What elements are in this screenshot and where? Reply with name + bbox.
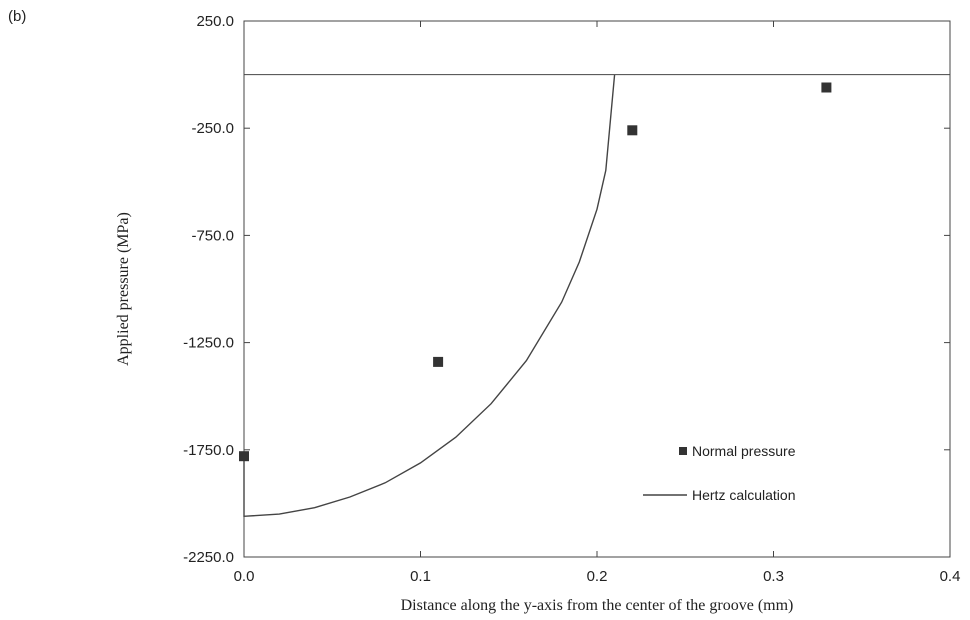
normal-pressure-point (433, 356, 444, 367)
y-tick-label: -2250.0 (183, 549, 234, 566)
y-axis-ticks: 250.0 -250.0 -750.0 -1250.0 -1750.0 -2250.0 (183, 13, 950, 566)
legend-marker-normal-pressure (679, 447, 687, 455)
y-tick-label: -1250.0 (183, 335, 234, 352)
panel-label: (b) (8, 8, 27, 25)
normal-pressure-points (239, 82, 832, 462)
x-tick-label: 0.2 (587, 568, 608, 585)
x-tick-label: 0.4 (940, 568, 961, 585)
y-tick-label: -1750.0 (183, 442, 234, 459)
hertz-calculation-line (243, 74, 616, 518)
x-tick-label: 0.1 (410, 568, 431, 585)
y-tick-label: -250.0 (191, 120, 234, 137)
legend-label-hertz-calculation: Hertz calculation (692, 487, 796, 503)
x-tick-label: 0.0 (234, 568, 255, 585)
x-tick-label: 0.3 (763, 568, 784, 585)
normal-pressure-point (821, 82, 832, 93)
x-axis-title: Distance along the y-axis from the cente… (401, 597, 794, 614)
y-tick-label: -750.0 (191, 227, 234, 244)
normal-pressure-point (239, 451, 249, 462)
x-axis-ticks: 0.0 0.1 0.2 0.3 0.4 (234, 21, 961, 585)
plot-frame (243, 20, 951, 558)
y-axis-title: Applied pressure (MPa) (115, 212, 132, 366)
legend: Normal pressure Hertz calculation (643, 443, 796, 503)
y-tick-label: 250.0 (196, 13, 234, 30)
legend-label-normal-pressure: Normal pressure (692, 443, 796, 459)
normal-pressure-point (627, 125, 638, 136)
